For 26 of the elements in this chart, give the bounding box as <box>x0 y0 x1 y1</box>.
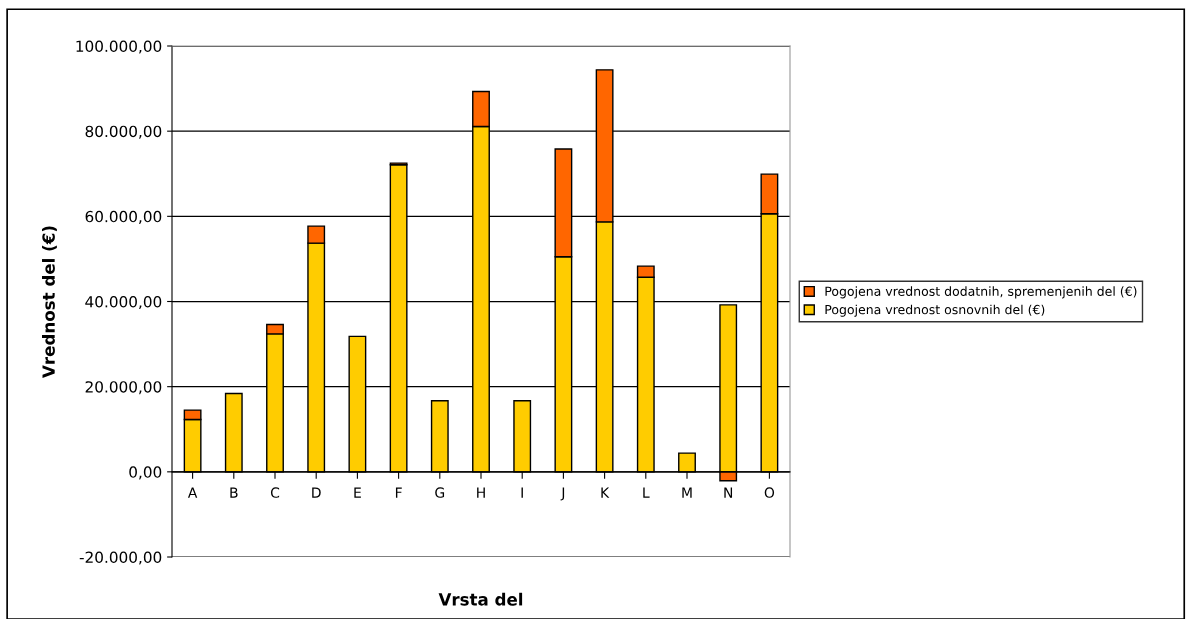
legend-label: Pogojena vrednost osnovnih del (€) <box>825 304 1045 317</box>
y-tick-label: 80.000,00 <box>85 125 162 139</box>
x-tick-label: L <box>643 487 650 498</box>
x-tick-label: D <box>312 487 321 498</box>
y-tick-label: 60.000,00 <box>85 210 162 224</box>
y-tick-label: -20.000,00 <box>79 551 162 565</box>
x-tick-label: J <box>560 487 565 501</box>
x-tick-label: H <box>477 487 485 498</box>
y-tick-label: 20.000,00 <box>85 381 162 395</box>
x-tick-label: B <box>230 487 238 498</box>
x-tick-label: O <box>764 487 775 498</box>
x-axis-title: Vrsta del <box>438 592 523 606</box>
x-tick-label: K <box>601 487 610 498</box>
x-tick-label: M <box>682 487 692 498</box>
x-tick-label: I <box>521 487 523 498</box>
y-tick-label: 40.000,00 <box>85 295 162 310</box>
legend-label: Pogojena vrednost dodatnih, spremenjenih del (€) <box>825 286 1137 299</box>
x-tick-label: C <box>270 487 280 498</box>
x-tick-label: G <box>435 487 445 498</box>
y-tick-label: 0,00 <box>129 466 162 480</box>
x-tick-label: E <box>354 487 361 498</box>
y-tick-label: 100.000,00 <box>76 40 162 54</box>
x-tick-label: A <box>187 487 198 498</box>
y-axis-title: Vrednost del (€) <box>42 226 57 378</box>
x-tick-label: F <box>395 487 402 498</box>
x-tick-label: N <box>724 487 733 498</box>
